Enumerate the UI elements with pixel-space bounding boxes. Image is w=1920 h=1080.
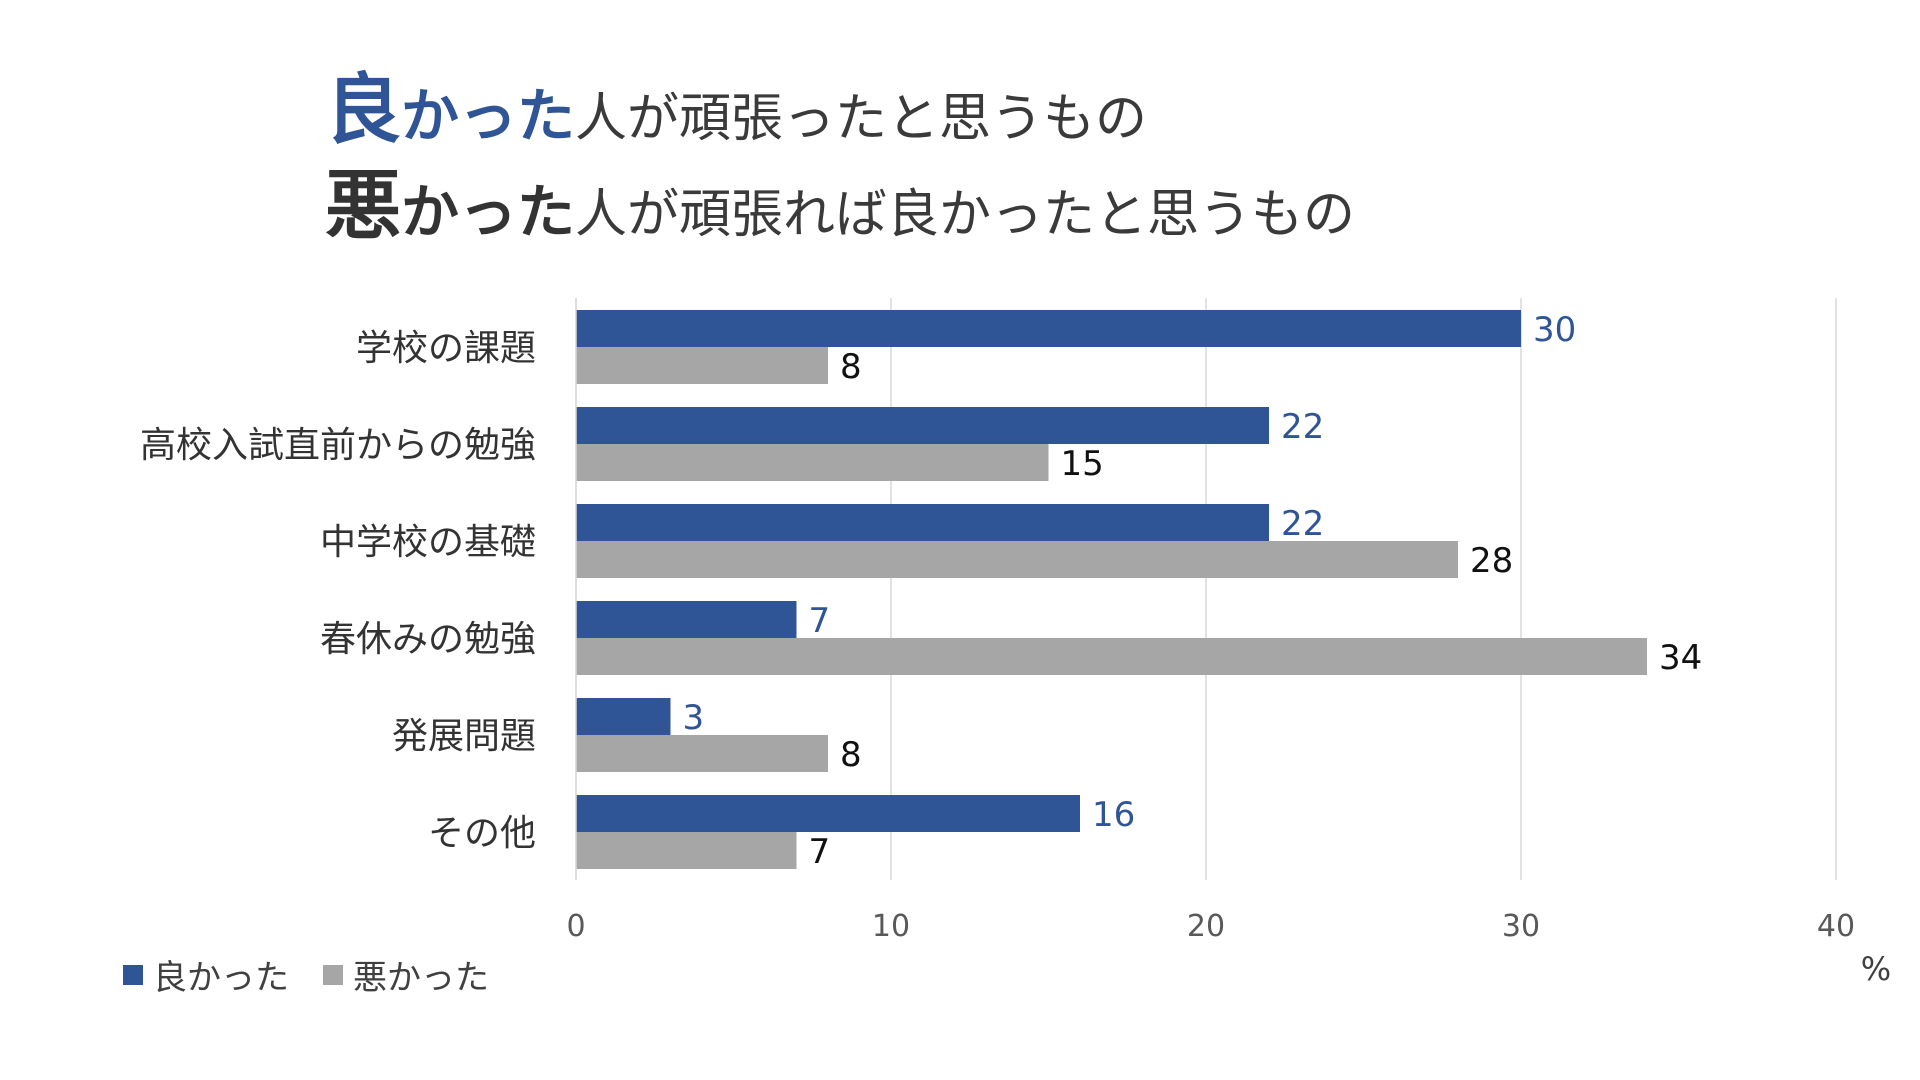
value-label-good: 3 [683, 698, 705, 738]
title-2-rest: 人が頑張れば良かったと思うもの [575, 185, 1356, 245]
legend-label-bad: 悪かった [353, 958, 489, 998]
title-2-emphasis-kana: かった [401, 178, 576, 246]
legend-item-bad: 悪かった [323, 950, 489, 999]
x-tick-label: 40 [1817, 909, 1855, 944]
value-label-bad: 15 [1061, 444, 1104, 484]
value-label-bad: 8 [840, 347, 862, 387]
category-label: 春休みの勉強 [320, 619, 536, 660]
bar-bad [576, 638, 1647, 675]
bar-bad [576, 832, 797, 869]
category-label: その他 [428, 813, 536, 854]
category-label: 学校の課題 [356, 328, 536, 369]
category-label: 発展問題 [392, 716, 536, 757]
category-label: 高校入試直前からの勉強 [140, 425, 536, 466]
title-1-emphasis-kanji: 良 [325, 65, 401, 154]
value-label-good: 22 [1281, 407, 1324, 447]
value-label-bad: 28 [1470, 541, 1513, 581]
x-tick-label: 10 [872, 909, 910, 944]
x-tick-label: 20 [1187, 909, 1225, 944]
title-1-rest: 人が頑張ったと思うもの [575, 89, 1148, 149]
legend-swatch-good [123, 964, 143, 985]
bar-good [576, 504, 1269, 541]
bar-bad [576, 444, 1049, 481]
bar-good [576, 698, 671, 735]
x-tick-label: 30 [1502, 909, 1540, 944]
category-label: 中学校の基礎 [320, 522, 536, 563]
value-label-good: 30 [1533, 310, 1576, 350]
x-axis-label: % [1861, 950, 1891, 988]
value-label-good: 7 [809, 601, 831, 641]
bar-good [576, 795, 1080, 832]
legend-label-good: 良かった [153, 958, 289, 998]
bar-bad [576, 735, 828, 772]
title-2-emphasis-kanji: 悪 [325, 161, 401, 250]
legend-swatch-bad [323, 964, 343, 985]
title-line-1: 良かった人が頑張ったと思うもの [325, 72, 1147, 148]
bar-good [576, 407, 1269, 444]
bar-good [576, 310, 1521, 347]
value-label-good: 16 [1092, 795, 1135, 835]
value-label-good: 22 [1281, 504, 1324, 544]
title-line-2: 悪かった人が頑張れば良かったと思うもの [325, 168, 1355, 244]
value-label-bad: 7 [809, 832, 831, 872]
legend: 良かった 悪かった [123, 950, 523, 999]
title-1-emphasis-kana: かった [401, 82, 576, 150]
value-label-bad: 8 [840, 735, 862, 775]
x-tick-label: 0 [566, 909, 585, 944]
bar-bad [576, 347, 828, 384]
bar-bad [576, 541, 1458, 578]
bar-good [576, 601, 797, 638]
value-label-bad: 34 [1659, 638, 1702, 678]
legend-item-good: 良かった [123, 950, 289, 999]
